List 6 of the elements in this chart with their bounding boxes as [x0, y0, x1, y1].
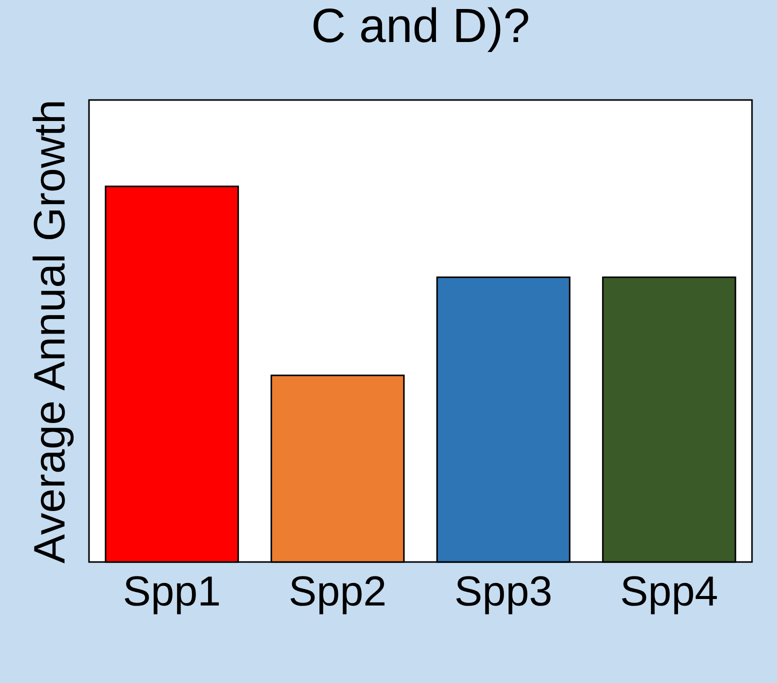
x-tick-label: Spp3: [454, 568, 552, 614]
y-axis-title: Average Annual Growth: [26, 100, 74, 564]
x-tick-label: Spp1: [122, 568, 221, 614]
chart-title: C and D)?: [311, 0, 530, 53]
x-tick-label: Spp4: [620, 568, 718, 614]
x-tick-label: Spp2: [288, 568, 387, 614]
